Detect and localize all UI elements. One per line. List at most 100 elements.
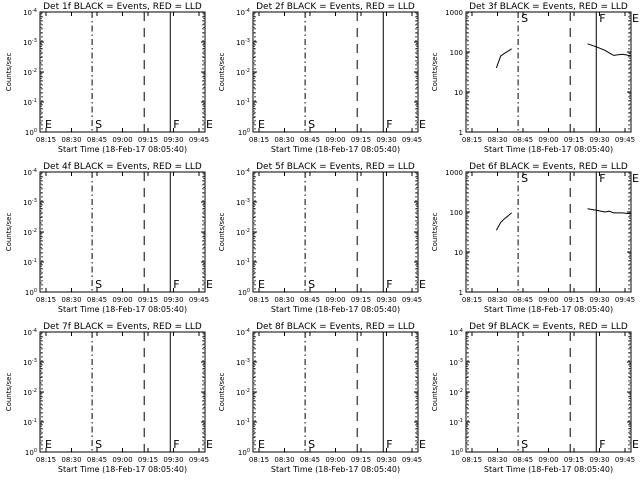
marker-label: E xyxy=(206,438,213,451)
x-tick-label: 08:45 xyxy=(87,456,107,464)
panel-title: Det 8f BLACK = Events, RED = LLD xyxy=(256,322,415,332)
marker-label: S xyxy=(521,438,528,451)
x-tick-label: 09:30 xyxy=(589,296,609,304)
y-tick-label: 10-4 xyxy=(23,8,37,17)
x-axis-label: Start Time (18-Feb-17 08:05:40) xyxy=(271,145,400,154)
y-tick-label: 10-3 xyxy=(236,358,250,367)
x-tick-label: 09:00 xyxy=(538,456,558,464)
marker-label: F xyxy=(386,118,392,131)
x-tick-label: 08:15 xyxy=(36,296,56,304)
x-tick-label: 08:45 xyxy=(300,136,320,144)
x-tick-label: 09:30 xyxy=(376,456,396,464)
x-tick-label: 08:30 xyxy=(61,136,81,144)
x-tick-label: 08:15 xyxy=(462,456,482,464)
marker-label: S xyxy=(95,118,102,131)
y-tick-label: 10 xyxy=(454,249,463,257)
y-tick-label: 10-2 xyxy=(236,228,250,237)
x-tick-label: 09:45 xyxy=(402,296,422,304)
y-tick-label: 10-1 xyxy=(449,418,463,427)
marker-label: F xyxy=(599,172,605,185)
x-tick-label: 09:45 xyxy=(615,136,635,144)
plot-frame xyxy=(39,11,206,133)
y-tick-label: 1000 xyxy=(445,9,463,17)
x-tick-label: 09:30 xyxy=(163,456,183,464)
plot-frame xyxy=(252,171,419,293)
events-series-line xyxy=(587,208,632,215)
det-panel-5: Det 5f BLACK = Events, RED = LLD 100 10-1 1… xyxy=(213,160,426,320)
x-tick-label: 08:45 xyxy=(513,136,533,144)
marker-label: S xyxy=(308,438,315,451)
panel-title: Det 7f BLACK = Events, RED = LLD xyxy=(43,322,202,332)
det-chart-9: Det 9f BLACK = Events, RED = LLD 100 10-1 1… xyxy=(431,322,639,474)
plot-frame xyxy=(39,171,206,293)
x-tick-label: 09:00 xyxy=(325,296,345,304)
x-tick-label: 09:45 xyxy=(189,296,209,304)
marker-label: F xyxy=(599,12,605,25)
marker-label: F xyxy=(386,438,392,451)
panel-title: Det 2f BLACK = Events, RED = LLD xyxy=(256,2,415,12)
x-tick-label: 08:15 xyxy=(462,296,482,304)
marker-label: F xyxy=(386,278,392,291)
x-tick-label: 08:15 xyxy=(36,456,56,464)
marker-label: F xyxy=(599,438,605,451)
x-tick-label: 09:15 xyxy=(351,136,371,144)
marker-label: E xyxy=(258,438,265,451)
marker-label: S xyxy=(308,118,315,131)
det-chart-3: Det 3f BLACK = Events, RED = LLD 1 10 100 10… xyxy=(431,2,639,154)
marker-label: E xyxy=(419,278,426,291)
y-tick-label: 100 xyxy=(450,49,463,57)
y-tick-label: 1000 xyxy=(445,169,463,177)
marker-label: S xyxy=(521,172,528,185)
y-axis-label: Counts/sec xyxy=(218,373,226,412)
x-tick-label: 09:15 xyxy=(564,456,584,464)
x-axis-label: Start Time (18-Feb-17 08:05:40) xyxy=(271,305,400,314)
plot-frame xyxy=(465,171,632,293)
y-tick-label: 10-1 xyxy=(236,98,250,107)
y-tick-label: 10-3 xyxy=(236,198,250,207)
plot-frame xyxy=(252,331,419,453)
det-chart-4: Det 4f BLACK = Events, RED = LLD 100 10-1 1… xyxy=(5,162,213,314)
x-tick-label: 09:00 xyxy=(538,136,558,144)
x-tick-label: 08:15 xyxy=(462,136,482,144)
plot-frame xyxy=(465,331,632,453)
x-tick-label: 09:00 xyxy=(325,456,345,464)
det-chart-6: Det 6f BLACK = Events, RED = LLD 1 10 100 10… xyxy=(431,162,639,314)
det-chart-2: Det 2f BLACK = Events, RED = LLD 100 10-1 1… xyxy=(218,2,426,154)
x-tick-label: 09:30 xyxy=(589,456,609,464)
marker-label: S xyxy=(521,12,528,25)
y-tick-label: 100 xyxy=(25,448,37,457)
x-tick-label: 08:15 xyxy=(249,136,269,144)
x-tick-label: 09:15 xyxy=(138,456,158,464)
det-panel-9: Det 9f BLACK = Events, RED = LLD 100 10-1 1… xyxy=(426,320,639,480)
y-axis-label: Counts/sec xyxy=(218,53,226,92)
det-panel-7: Det 7f BLACK = Events, RED = LLD 100 10-1 1… xyxy=(0,320,213,480)
x-tick-label: 08:45 xyxy=(87,136,107,144)
y-tick-label: 10-2 xyxy=(449,388,463,397)
panel-title: Det 1f BLACK = Events, RED = LLD xyxy=(43,2,202,12)
x-tick-label: 09:15 xyxy=(138,296,158,304)
x-tick-label: 08:15 xyxy=(249,456,269,464)
y-axis-label: Counts/sec xyxy=(5,53,13,92)
x-tick-label: 09:30 xyxy=(163,136,183,144)
x-tick-label: 09:00 xyxy=(112,136,132,144)
y-tick-label: 10-4 xyxy=(236,328,250,337)
marker-label: E xyxy=(632,172,639,185)
y-tick-label: 10-2 xyxy=(23,388,37,397)
x-tick-label: 09:45 xyxy=(402,136,422,144)
marker-label: F xyxy=(173,278,179,291)
x-tick-label: 09:00 xyxy=(112,296,132,304)
marker-label: E xyxy=(632,12,639,25)
x-tick-label: 09:15 xyxy=(351,296,371,304)
x-tick-label: 08:45 xyxy=(300,456,320,464)
x-tick-label: 09:15 xyxy=(138,136,158,144)
x-tick-label: 08:30 xyxy=(61,296,81,304)
panel-title: Det 4f BLACK = Events, RED = LLD xyxy=(43,162,202,172)
marker-label: E xyxy=(206,278,213,291)
y-tick-label: 10-3 xyxy=(449,358,463,367)
x-axis-label: Start Time (18-Feb-17 08:05:40) xyxy=(58,145,187,154)
y-tick-label: 100 xyxy=(451,448,463,457)
x-tick-label: 08:45 xyxy=(87,296,107,304)
plot-frame xyxy=(465,11,632,133)
events-series-line xyxy=(495,48,512,69)
